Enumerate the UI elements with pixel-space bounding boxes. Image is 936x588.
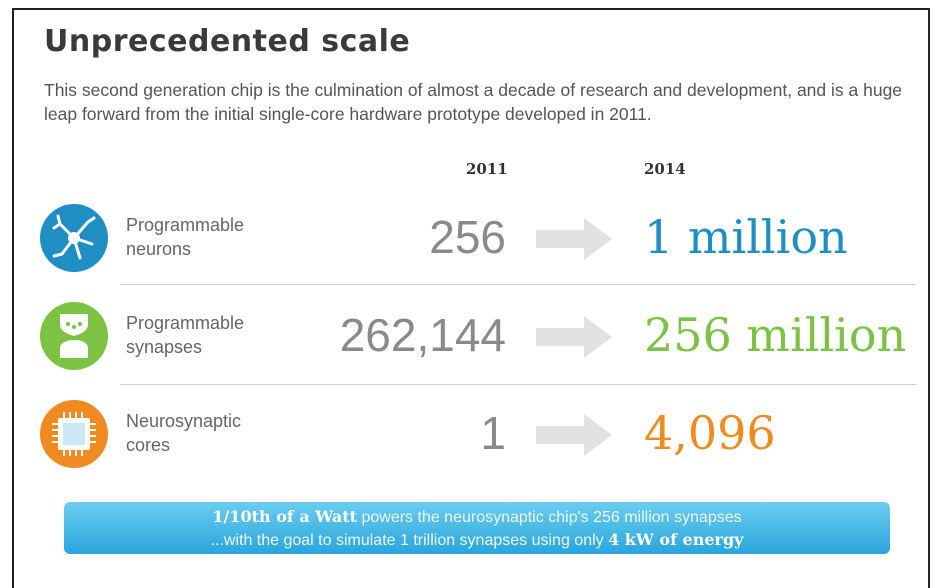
arrow-icon xyxy=(536,312,616,362)
banner-line-1: 1/10th of a Watt powers the neurosynapti… xyxy=(212,507,742,526)
arrow-icon xyxy=(536,410,616,460)
page-title: Unprecedented scale xyxy=(44,24,411,59)
old-value-synapses: 262,144 xyxy=(339,309,506,361)
new-value-synapses: 256 million xyxy=(644,308,907,362)
old-value-cores: 1 xyxy=(480,407,506,459)
infographic-frame xyxy=(12,8,930,588)
row-label-cores: Neurosynaptic cores xyxy=(126,411,242,455)
column-header-2011: 2011 xyxy=(466,160,508,178)
energy-banner: 1/10th of a Watt powers the neurosynapti… xyxy=(64,502,890,554)
new-value-cores: 4,096 xyxy=(644,406,776,460)
new-value-neurons: 1 million xyxy=(644,210,848,264)
banner-line-2: ...with the goal to simulate 1 trillion … xyxy=(210,530,744,549)
column-header-2014: 2014 xyxy=(644,160,686,178)
old-value-neurons: 256 xyxy=(429,211,506,263)
chip-core-icon xyxy=(40,400,108,468)
row-label-neurons: Programmable neurons xyxy=(126,215,245,259)
neuron-icon xyxy=(40,204,108,272)
row-label-synapses: Programmable synapses xyxy=(126,313,245,357)
divider xyxy=(120,384,916,385)
arrow-icon xyxy=(536,214,616,264)
divider xyxy=(120,284,916,285)
subtitle: This second generation chip is the culmi… xyxy=(44,80,903,124)
synapse-icon xyxy=(40,302,108,370)
